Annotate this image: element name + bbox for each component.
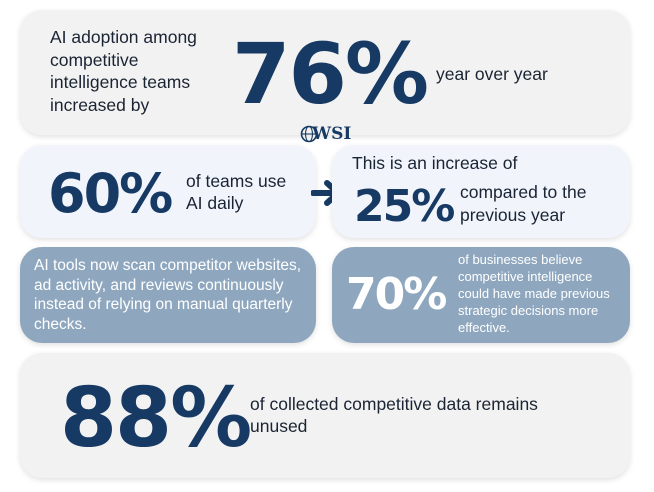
daily-use-desc: of teams use AI daily (186, 171, 287, 213)
wsi-logo-text: WSI (312, 124, 352, 144)
info-card-ai-tools: AI tools now scan competitor websites, a… (20, 247, 316, 343)
ai-adoption-lead-text: AI adoption among competitive intelligen… (50, 27, 197, 115)
ai-adoption-tail-text: year over year (436, 64, 548, 84)
increase-lead-text: This is an increase of (352, 153, 518, 173)
increase-desc: compared to the previous year (460, 182, 587, 225)
businesses-desc: of businesses believe competitive intell… (458, 252, 610, 335)
wsi-logo: WSI (300, 124, 356, 144)
stat-card-unused-data: 88% of collected competitive data remain… (20, 353, 630, 478)
ai-tools-text: AI tools now scan competitor websites, a… (34, 257, 302, 333)
stat-card-daily-use: 60% of teams use AI daily (20, 145, 316, 238)
ai-adoption-stat: 76% (232, 25, 429, 123)
stat-card-businesses: 70% of businesses believe competitive in… (332, 247, 630, 343)
businesses-stat: 70% (346, 269, 447, 320)
daily-use-stat: 60% (48, 162, 173, 225)
stat-card-ai-adoption: AI adoption among competitive intelligen… (20, 10, 630, 135)
stat-card-increase: This is an increase of 25% compared to t… (332, 145, 630, 238)
unused-data-stat: 88% (60, 371, 252, 466)
globe-icon (300, 125, 318, 143)
increase-stat: 25% (354, 181, 455, 232)
unused-data-desc: of collected competitive data remains un… (250, 394, 538, 436)
